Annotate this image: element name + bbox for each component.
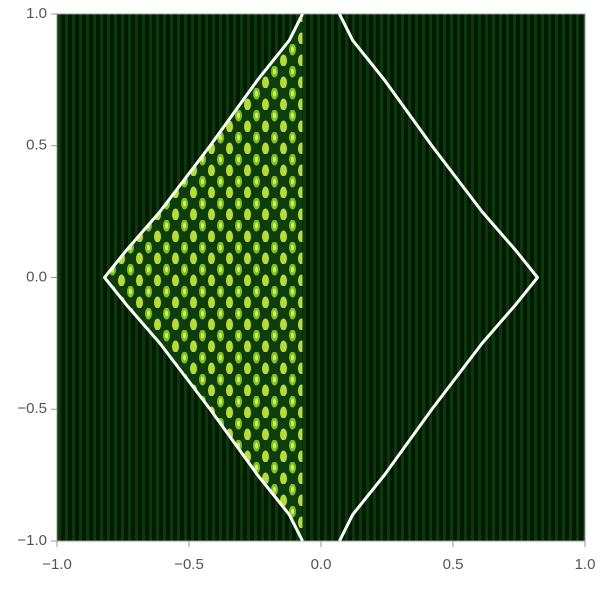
y-tick-label: −1.0: [17, 532, 47, 549]
caustic-curve: [103, 13, 539, 542]
x-tick-label: −1.0: [42, 556, 72, 573]
y-tick-label: 0.0: [26, 268, 47, 285]
x-tick-label: 0.5: [443, 556, 464, 573]
y-tick-label: −0.5: [17, 400, 47, 417]
x-tick-label: −0.5: [174, 556, 204, 573]
plot-area: [57, 14, 585, 541]
x-tick-label: 0.0: [311, 556, 332, 573]
x-tick-label: 1.0: [575, 556, 596, 573]
y-tick-label: 0.5: [26, 137, 47, 154]
y-tick-label: 1.0: [26, 5, 47, 22]
